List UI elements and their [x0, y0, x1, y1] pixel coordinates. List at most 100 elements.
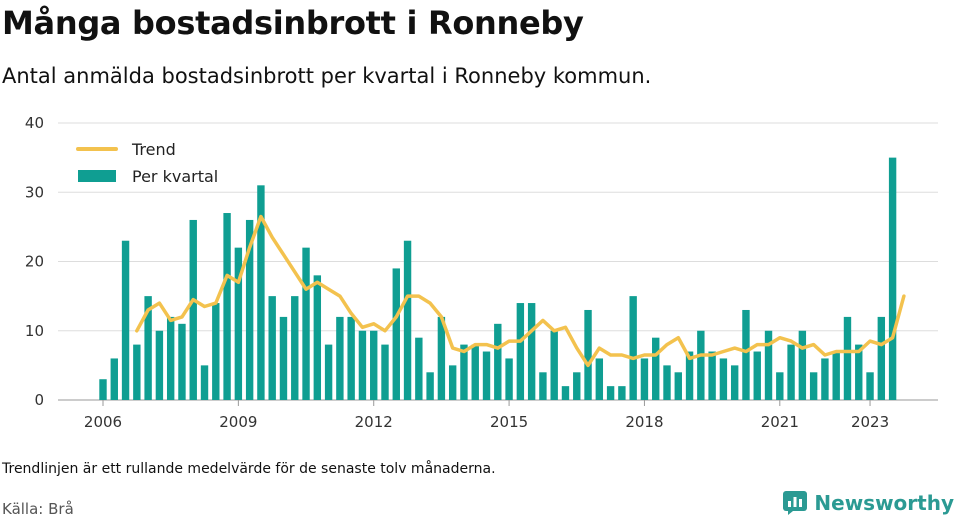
bar [742, 309, 750, 400]
bar [573, 372, 581, 400]
bar [843, 316, 852, 400]
bar [403, 240, 412, 400]
x-tick-label: 2015 [490, 413, 528, 431]
bar [697, 330, 705, 400]
bar [821, 358, 829, 400]
bar [189, 219, 197, 400]
bar [460, 344, 468, 400]
bar [471, 344, 479, 400]
brand-logo[interactable]: Newsworthy [782, 490, 954, 516]
bar [888, 157, 897, 400]
legend-bar-label: Per kvartal [132, 167, 218, 186]
footnote: Trendlinjen är ett rullande medelvärde f… [2, 461, 496, 477]
legend-bar-swatch [78, 170, 116, 182]
bar [313, 275, 322, 400]
x-tick-label: 2009 [219, 413, 257, 431]
bar [652, 337, 660, 400]
bar [358, 330, 367, 400]
bar [347, 316, 355, 400]
y-tick-label: 30 [25, 183, 44, 201]
x-tick-label: 2021 [761, 413, 799, 431]
y-tick-label: 0 [34, 391, 44, 409]
bar [257, 185, 265, 400]
bar [505, 358, 513, 400]
bar [516, 303, 525, 400]
bar [99, 379, 107, 400]
bar [527, 303, 536, 400]
bar [685, 351, 694, 400]
y-tick-label: 20 [25, 253, 44, 271]
x-tick-label: 2006 [84, 413, 122, 431]
page-title: Många bostadsinbrott i Ronneby [2, 4, 584, 42]
bar [212, 303, 220, 400]
source-credit: Källa: Brå [2, 500, 74, 518]
bar [482, 351, 491, 400]
bar [437, 316, 446, 400]
bar [730, 365, 739, 400]
bar [584, 309, 592, 400]
legend: Trend Per kvartal [76, 140, 218, 186]
bar [392, 268, 400, 400]
bar [866, 372, 874, 400]
bar [708, 351, 716, 400]
y-axis: 0 10 20 30 40 [25, 114, 44, 409]
bar [302, 247, 310, 400]
bar [606, 386, 615, 400]
bar [832, 351, 840, 400]
bar [234, 247, 243, 400]
bar [336, 316, 344, 400]
bar [166, 316, 175, 400]
bar [448, 365, 457, 400]
bar [415, 337, 423, 400]
x-tick-label: 2023 [851, 413, 889, 431]
bar [719, 358, 728, 400]
bar [877, 316, 886, 400]
bar [629, 296, 637, 400]
bar [426, 372, 434, 400]
bar [776, 372, 784, 400]
bar [674, 372, 682, 400]
bar [809, 372, 818, 400]
bar [618, 386, 626, 400]
bar-chart: 0 10 20 30 40 2006 2009 2012 2015 2018 2021 2023 T… [25, 114, 938, 431]
bar-series [99, 157, 897, 400]
bar [550, 330, 558, 400]
bar [144, 296, 152, 400]
bar [110, 358, 118, 400]
bar [855, 344, 863, 400]
bar [133, 344, 141, 400]
y-tick-label: 10 [25, 322, 44, 340]
bar [245, 219, 254, 400]
x-tick-label: 2012 [355, 413, 393, 431]
bar [753, 351, 761, 400]
brand-name: Newsworthy [814, 491, 954, 515]
bar [279, 316, 288, 400]
bar [381, 344, 389, 400]
bar [200, 365, 209, 400]
bar [640, 358, 649, 400]
bar [539, 372, 547, 400]
bar [370, 330, 378, 400]
legend-trend-label: Trend [131, 140, 176, 159]
page-subtitle: Antal anmälda bostadsinbrott per kvartal… [2, 64, 652, 88]
bar [324, 344, 333, 400]
bar [787, 344, 795, 400]
newsworthy-logo-icon [783, 491, 808, 515]
x-axis: 2006 2009 2012 2015 2018 2021 2023 [84, 400, 889, 431]
bar [178, 323, 186, 400]
trend-line [135, 214, 906, 368]
bar [663, 365, 671, 400]
x-tick-label: 2018 [625, 413, 663, 431]
y-tick-label: 40 [25, 114, 44, 132]
bar [121, 240, 130, 400]
bar [595, 358, 604, 400]
bar [764, 330, 773, 400]
bar [223, 213, 231, 400]
trend-series [135, 214, 906, 368]
bar [155, 330, 164, 400]
bar [291, 296, 299, 400]
bar [561, 386, 570, 400]
bar [268, 296, 276, 400]
bar [798, 330, 807, 400]
bar [494, 323, 502, 400]
